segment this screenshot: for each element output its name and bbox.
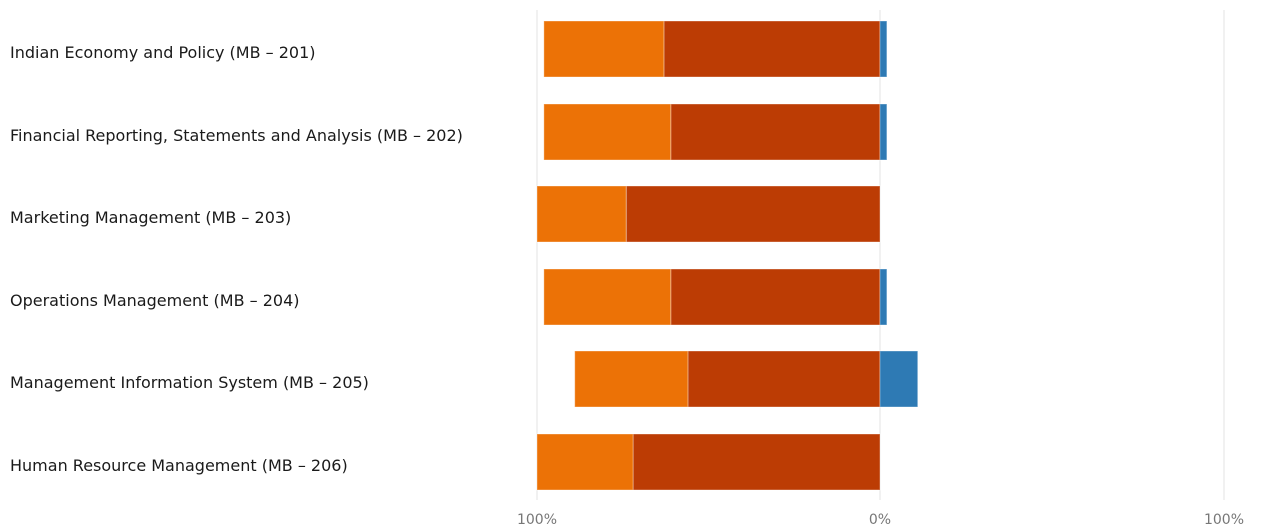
x-tick-label: 100% (517, 512, 557, 528)
grid-lines (536, 10, 1225, 500)
bar-segment (632, 433, 881, 491)
bar-segment (670, 268, 881, 326)
bar-segment (687, 350, 881, 408)
bar-segment (879, 268, 888, 326)
x-tick-label: 0% (869, 512, 891, 528)
bar-segment (536, 185, 627, 243)
x-tick-label: 100% (1204, 512, 1244, 528)
category-label: Human Resource Management (MB – 206) (10, 456, 348, 475)
bar-segment (663, 20, 881, 78)
category-label: Marketing Management (MB – 203) (10, 208, 292, 227)
category-label: Management Information System (MB – 205) (10, 373, 369, 392)
x-axis-ticks: 100% 0% 100% (517, 512, 1244, 528)
bars (536, 20, 919, 491)
bar-segment (625, 185, 881, 243)
bar-segment (536, 433, 634, 491)
category-label: Indian Economy and Policy (MB – 201) (10, 43, 316, 62)
bar-segment (879, 20, 888, 78)
bar-segment (879, 103, 888, 161)
bar-segment (670, 103, 881, 161)
bar-segment (574, 350, 689, 408)
category-label: Operations Management (MB – 204) (10, 291, 300, 310)
bar-segment (879, 350, 919, 408)
category-label: Financial Reporting, Statements and Anal… (10, 126, 463, 145)
bar-segment (543, 268, 672, 326)
bar-segment (543, 20, 665, 78)
bar-segment (543, 103, 672, 161)
